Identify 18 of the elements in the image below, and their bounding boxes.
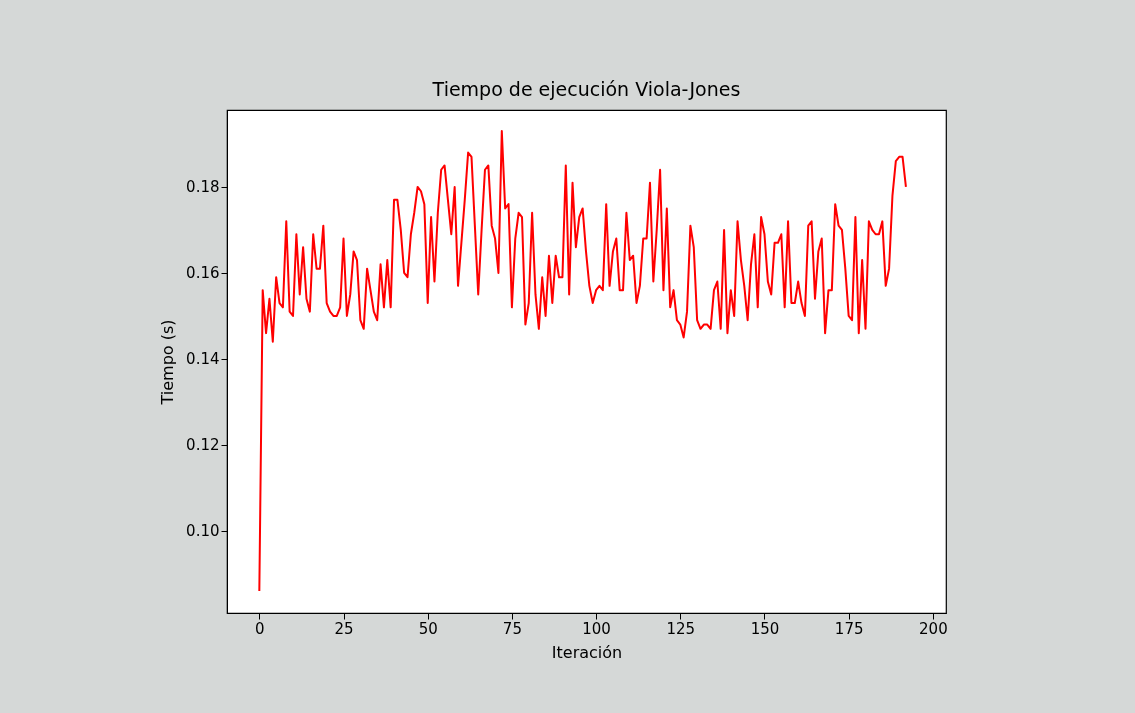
x-axis-title: Iteración xyxy=(551,642,623,662)
y-axis-title: Tiempo (s) xyxy=(158,319,178,406)
x-tick-label: 125 xyxy=(666,619,696,638)
y-tick-label: 0.14 xyxy=(186,350,220,369)
x-tick-label: 200 xyxy=(919,619,948,638)
y-tick-label: 0.16 xyxy=(186,264,220,283)
y-tick-label: 0.10 xyxy=(186,522,220,541)
x-tick-label: 150 xyxy=(750,619,780,638)
x-tick-label: 50 xyxy=(418,619,438,638)
line-series xyxy=(258,130,907,593)
y-tick-label: 0.18 xyxy=(186,178,220,197)
x-tick-label: 100 xyxy=(582,619,611,638)
x-tick-label: 175 xyxy=(834,619,864,638)
y-tick-label: 0.12 xyxy=(186,436,220,455)
x-tick-label: 0 xyxy=(255,619,265,638)
x-tick-label: 75 xyxy=(502,619,522,638)
x-tick-label: 25 xyxy=(334,619,354,638)
chart-title: Tiempo de ejecución Viola-Jones xyxy=(431,78,741,100)
